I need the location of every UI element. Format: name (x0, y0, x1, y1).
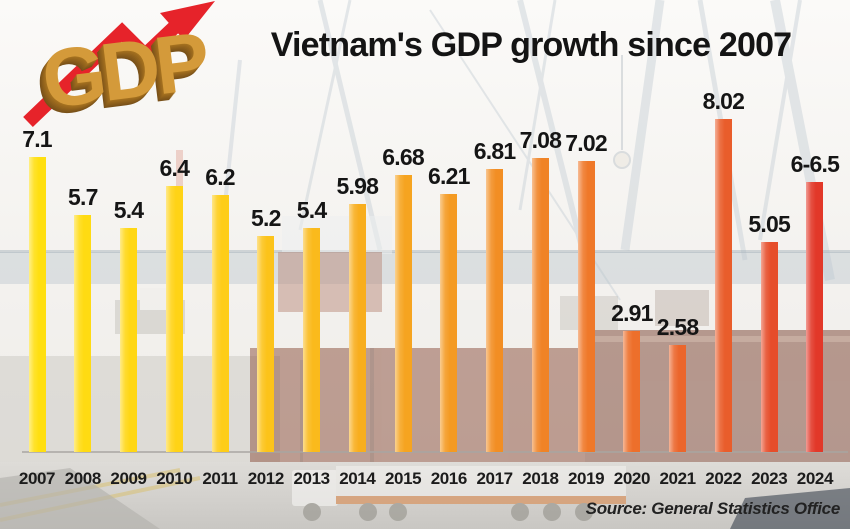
bar-value-label: 6.4 (159, 155, 190, 181)
gdp-logo-text: GDP (37, 15, 210, 126)
year-label: 2008 (64, 469, 102, 488)
bar-2018 (531, 158, 549, 452)
year-label: 2014 (339, 469, 376, 488)
bar-value-label: 5.4 (113, 197, 144, 223)
year-label: 2021 (659, 469, 696, 488)
bar-value-label: 6.21 (428, 163, 470, 189)
bar-value-label: 5.7 (68, 184, 98, 210)
year-label: 2007 (18, 469, 56, 488)
bar-2014 (348, 204, 366, 452)
bar-value-label: 7.02 (565, 130, 607, 156)
bar-2009 (120, 228, 137, 452)
bar-value-label: 6-6.5 (790, 151, 840, 177)
year-label: 2022 (705, 469, 742, 488)
bar-value-label: 6.2 (205, 164, 235, 190)
truck-icon (292, 466, 626, 521)
bar-value-label: 6.81 (473, 138, 516, 164)
bar-2010 (165, 186, 183, 452)
bar-value-label: 5.4 (296, 197, 327, 223)
year-label: 2009 (110, 469, 147, 488)
source-credit: Source: General Statistics Office (585, 499, 841, 518)
year-label: 2017 (476, 469, 513, 488)
growth-arrow-icon (23, 1, 215, 128)
bar-2023 (760, 242, 778, 452)
bar-value-label: 6.68 (382, 144, 424, 170)
bar-2008 (74, 215, 92, 452)
x-axis-baseline (22, 451, 848, 453)
bar-2017 (486, 169, 504, 452)
bar-2007 (28, 157, 46, 452)
water (0, 252, 850, 284)
crane-hook-icon (613, 55, 631, 169)
bar-2024 (806, 182, 824, 452)
bar-2019 (577, 161, 595, 452)
bar-2016 (440, 194, 458, 452)
bar-2011 (211, 195, 229, 452)
year-label: 2013 (293, 469, 330, 488)
year-label: 2018 (522, 469, 559, 488)
bar-2020 (623, 331, 641, 452)
year-label: 2010 (156, 469, 193, 488)
year-label: 2023 (751, 469, 788, 488)
horizon-line (0, 250, 850, 253)
year-label: 2015 (384, 469, 422, 488)
year-label: 2011 (202, 469, 238, 488)
year-label: 2016 (430, 469, 468, 488)
dark-truck (730, 488, 850, 529)
gdp-logo: GDP (18, 0, 253, 158)
bar-value-label: 7.08 (519, 127, 562, 153)
bar-value-label: 8.02 (702, 88, 745, 114)
bar-value-label: 5.98 (336, 173, 379, 199)
quay (0, 356, 280, 462)
bar-2015 (394, 175, 412, 452)
bar-value-label: 2.58 (656, 314, 699, 340)
bar-value-label: 5.05 (748, 211, 790, 237)
bar-value-label: 5.2 (251, 205, 281, 231)
bar-value-label: 7.1 (22, 126, 52, 152)
quay-wall (0, 468, 160, 529)
year-label: 2024 (796, 469, 834, 488)
bar-value-label: 2.91 (611, 300, 653, 326)
bar-2021 (669, 345, 687, 452)
year-label: 2012 (247, 469, 285, 488)
bar-2013 (303, 228, 321, 452)
page-title: Vietnam's GDP growth since 2007 (270, 26, 792, 64)
bar-2012 (257, 236, 275, 452)
bar-2022 (714, 119, 732, 452)
year-label: 2019 (567, 469, 605, 488)
year-label: 2020 (613, 469, 651, 488)
